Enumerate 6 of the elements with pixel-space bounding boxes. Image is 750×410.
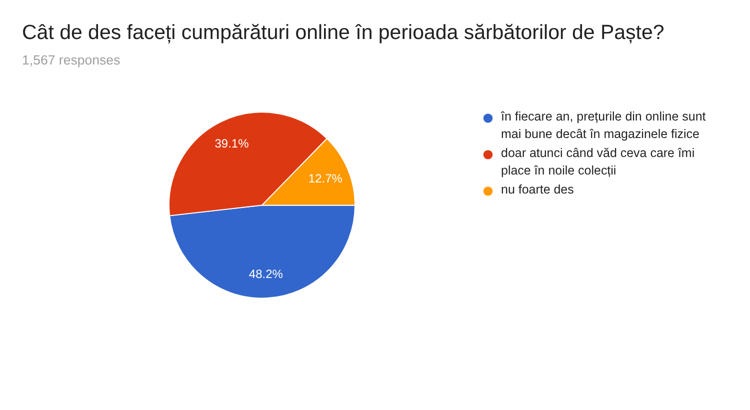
chart-subtitle: 1,567 responses xyxy=(22,52,121,68)
data-label: 12.7% xyxy=(308,171,343,186)
data-label: 39.1% xyxy=(214,136,250,150)
data-label: 48.2% xyxy=(248,266,284,281)
legend-label: nu foarte des xyxy=(500,182,574,197)
chart-title: Cât de des faceți cumpărături online în perioada sărbătorilor de Paște? xyxy=(22,21,664,44)
